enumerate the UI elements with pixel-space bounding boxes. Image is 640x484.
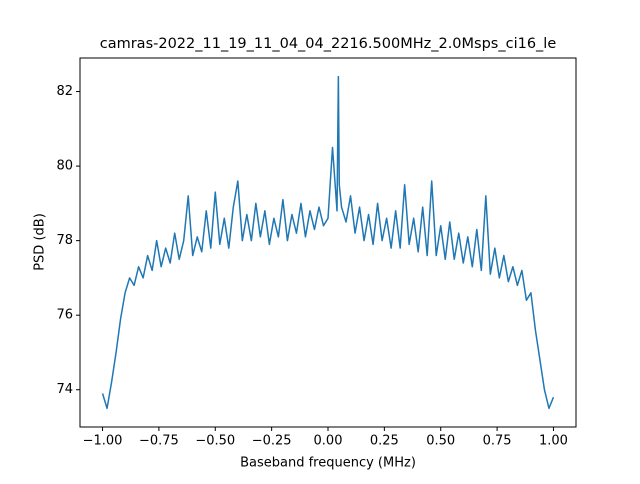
x-tick-label: −0.50 bbox=[195, 434, 235, 449]
x-tick-label: −0.25 bbox=[252, 434, 292, 449]
chart-title: camras-2022_11_19_11_04_04_2216.500MHz_2… bbox=[100, 36, 557, 52]
x-tick-label: −1.00 bbox=[83, 434, 123, 449]
x-axis-label: Baseband frequency (MHz) bbox=[240, 456, 416, 471]
x-tick-label: −0.75 bbox=[139, 434, 179, 449]
x-tick-label: 0.50 bbox=[426, 434, 455, 449]
x-tick-label: 0.00 bbox=[314, 434, 343, 449]
y-tick-label: 76 bbox=[56, 308, 73, 323]
x-tick-label: 0.25 bbox=[370, 434, 399, 449]
plot-area bbox=[101, 75, 555, 410]
y-tick-label: 74 bbox=[56, 382, 73, 397]
y-tick-label: 78 bbox=[56, 233, 73, 248]
psd-line bbox=[101, 75, 555, 410]
y-tick-label: 82 bbox=[56, 84, 73, 99]
x-tick-label: 1.00 bbox=[539, 434, 568, 449]
y-axis-label: PSD (dB) bbox=[33, 213, 48, 271]
y-tick-label: 80 bbox=[56, 159, 73, 174]
x-tick-label: 0.75 bbox=[483, 434, 512, 449]
